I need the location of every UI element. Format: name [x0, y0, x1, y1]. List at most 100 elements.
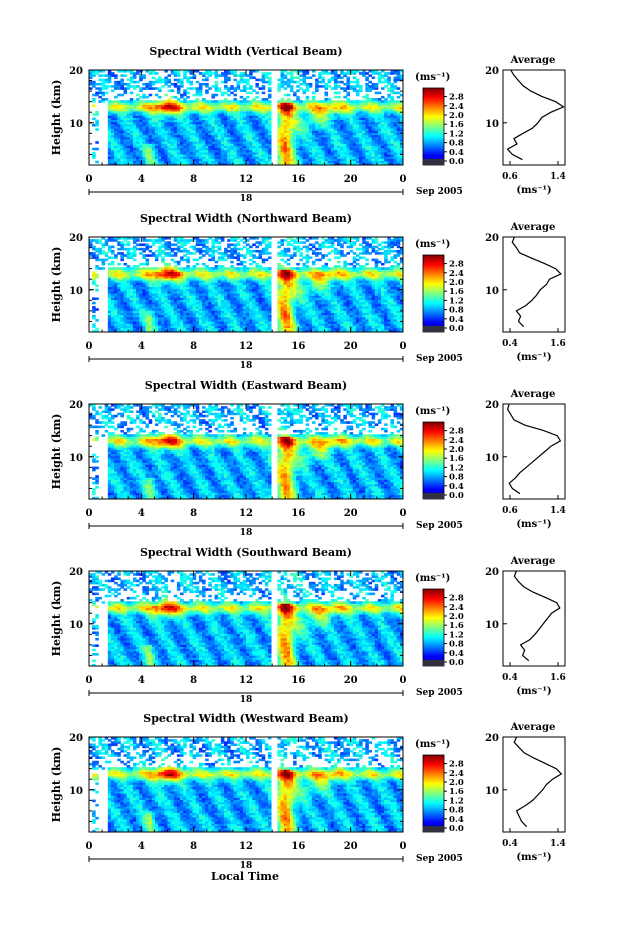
heatmap-cell: [132, 162, 137, 166]
heatmap-cell: [120, 273, 124, 277]
heatmap-cell: [148, 280, 153, 283]
heatmap-cell: [252, 130, 256, 134]
heatmap-cell: [189, 72, 194, 75]
heatmap-cell: [346, 132, 351, 136]
heatmap-cell: [368, 104, 372, 108]
heatmap-cell: [214, 82, 219, 86]
heatmap-cell: [381, 119, 385, 123]
heatmap-cell: [189, 154, 194, 157]
heatmap-cell: [242, 126, 247, 129]
heatmap-cell: [129, 278, 134, 281]
heatmap-cell: [132, 282, 137, 285]
heatmap-cell: [230, 87, 234, 90]
heatmap-cell: [214, 111, 219, 114]
heatmap-cell: [368, 130, 372, 134]
heatmap-cell: [299, 136, 303, 140]
heatmap-cell: [114, 102, 118, 105]
heatmap-cell: [230, 149, 234, 153]
heatmap-cell: [381, 160, 385, 164]
heatmap-cell: [189, 269, 194, 272]
heatmap-cell: [176, 327, 181, 331]
heatmap-cell: [236, 149, 241, 153]
heatmap-cell: [202, 325, 206, 329]
heatmap-cell: [377, 111, 382, 114]
heatmap-cell: [368, 106, 372, 110]
heatmap-cell: [161, 100, 165, 103]
heatmap-cell: [164, 100, 168, 103]
heatmap-cell: [315, 139, 319, 142]
heatmap-cell: [365, 130, 369, 134]
heatmap-cell: [170, 310, 175, 313]
heatmap-cell: [261, 106, 266, 110]
heatmap-cell: [296, 98, 300, 101]
heatmap-cell: [267, 134, 272, 138]
heatmap-cell: [236, 121, 241, 125]
heatmap-cell: [340, 128, 344, 131]
heatmap-cell: [324, 156, 329, 159]
colorbar-bottom-swatch: [423, 159, 444, 165]
heatmap-cell: [189, 152, 194, 155]
heatmap-cell: [267, 117, 272, 121]
heatmap-cell: [176, 245, 181, 249]
heatmap-cell: [261, 78, 266, 82]
heatmap-cell: [399, 152, 404, 155]
heatmap-cell: [129, 271, 134, 275]
heatmap-cell: [148, 303, 153, 307]
heatmap-cell: [161, 321, 165, 324]
heatmap-cell: [374, 100, 379, 103]
heatmap-cell: [318, 160, 322, 164]
heatmap-cell: [129, 132, 134, 136]
heatmap-cell: [195, 273, 200, 277]
heatmap-cell: [136, 284, 140, 288]
heatmap-cell: [136, 119, 140, 123]
heatmap-cell: [340, 121, 344, 125]
heatmap-cell: [132, 72, 137, 75]
heatmap-cell: [296, 147, 300, 151]
heatmap-cell: [123, 160, 128, 164]
heatmap-cell: [224, 310, 228, 313]
heatmap-cell: [129, 247, 134, 251]
heatmap-cell: [362, 123, 366, 127]
heatmap-cell: [249, 104, 253, 108]
heatmap-cell: [343, 132, 347, 136]
heatmap-cell: [123, 106, 128, 110]
heatmap-cell: [192, 280, 197, 283]
heatmap-cell: [148, 290, 153, 294]
heatmap-cell: [365, 143, 369, 146]
heatmap-cell: [318, 152, 322, 155]
heatmap-cell: [346, 145, 351, 149]
heatmap-cell: [195, 156, 200, 159]
heatmap-cell: [161, 258, 165, 262]
heatmap-cell: [148, 293, 153, 296]
heatmap-cell: [359, 154, 363, 157]
heatmap-cell: [252, 121, 256, 125]
heatmap-cell: [173, 299, 178, 303]
heatmap-cell: [167, 132, 172, 136]
heatmap-cell: [123, 154, 128, 157]
heatmap-cell: [183, 93, 187, 97]
heatmap-cell: [202, 119, 206, 123]
heatmap-cell: [211, 247, 215, 251]
heatmap-cell: [132, 271, 137, 275]
heatmap-cell: [192, 278, 197, 281]
heatmap-cell: [180, 239, 184, 242]
heatmap-cell: [132, 314, 137, 318]
heatmap-cell: [139, 111, 143, 114]
heatmap-cell: [92, 123, 96, 127]
heatmap-cell: [362, 117, 366, 121]
heatmap-cell: [132, 254, 137, 257]
heatmap-cell: [258, 145, 263, 149]
heatmap-cell: [186, 299, 190, 303]
heatmap-cell: [283, 70, 288, 73]
heatmap-cell: [305, 100, 310, 103]
heatmap-cell: [129, 327, 134, 331]
heatmap-cell: [374, 70, 379, 73]
heatmap-cell: [170, 111, 175, 114]
heatmap-cell: [220, 271, 225, 275]
heatmap-cell: [321, 111, 325, 114]
heatmap-cell: [136, 290, 140, 294]
heatmap-cell: [211, 275, 215, 279]
heatmap-cell: [205, 295, 209, 298]
heatmap-cell: [239, 111, 244, 114]
heatmap-cell: [236, 136, 241, 140]
